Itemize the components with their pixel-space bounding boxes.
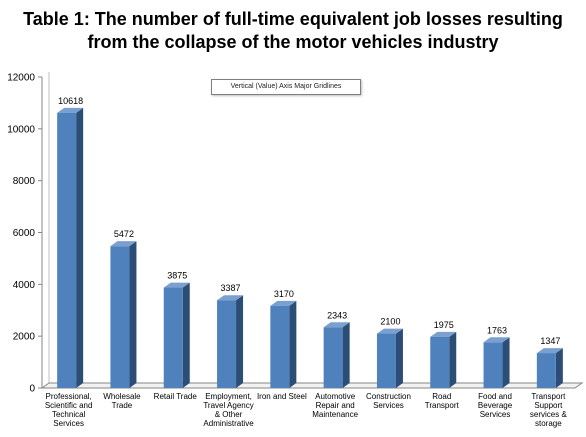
chart-bars	[57, 107, 563, 388]
bar-top	[163, 282, 190, 288]
bar-side	[76, 107, 84, 388]
x-tick-label: Wholesale Trade	[103, 392, 141, 410]
bar-value-label: 2343	[327, 310, 347, 320]
bar-side	[555, 348, 563, 388]
y-tick-label: 2000	[13, 332, 36, 343]
bar	[376, 333, 396, 388]
x-tick-label: Transport Support services & storage	[530, 392, 568, 428]
bar	[536, 353, 556, 388]
bar-top	[536, 348, 563, 354]
bar-value-label: 1975	[434, 320, 454, 330]
bar	[110, 246, 130, 388]
bar-value-label: 1763	[487, 325, 507, 335]
chart-title-line-2: from the collapse of the motor vehicles …	[87, 32, 499, 52]
x-tick-label: Professional, Scientific and Technical Serv…	[45, 392, 93, 428]
chart-title: Table 1: The number of full-time equival…	[0, 8, 586, 54]
y-tick-label: 0	[29, 384, 35, 395]
bar	[483, 342, 503, 388]
bar	[430, 336, 450, 388]
x-tick-label: Employment, Travel Agency & Other Administr…	[203, 392, 254, 428]
bar	[323, 327, 343, 388]
bar-side	[289, 300, 297, 388]
y-tick-label: 12000	[7, 73, 35, 84]
bar-side	[449, 331, 457, 388]
bar-top	[483, 337, 510, 343]
bar	[270, 305, 290, 388]
x-tick-label: Food and Beverage Services	[478, 392, 513, 419]
bar-top	[110, 241, 137, 247]
bar-side	[236, 295, 244, 388]
bar	[163, 287, 183, 388]
bar-top	[57, 107, 84, 113]
bar-value-label: 1347	[540, 336, 560, 346]
y-tick-label: 8000	[13, 176, 36, 187]
bar	[217, 300, 237, 388]
bar-top	[323, 322, 350, 328]
chart-title-line-1: Table 1: The number of full-time equival…	[23, 9, 563, 29]
bar	[57, 112, 77, 388]
y-tick-label: 6000	[13, 228, 36, 239]
bar-value-label: 5472	[114, 229, 134, 239]
bar-top	[217, 295, 244, 301]
x-tick-label: Iron and Steel	[257, 392, 307, 401]
bar-value-label: 3875	[167, 271, 187, 281]
bar-top	[270, 300, 297, 306]
y-tick-label: 4000	[13, 280, 36, 291]
x-tick-label: Construction Services	[366, 392, 411, 410]
bar-side	[502, 337, 510, 388]
x-tick-label: Retail Trade	[154, 392, 198, 401]
bar-side	[342, 322, 350, 388]
x-tick-label: Automotive Repair and Maintenance	[312, 392, 358, 419]
bar-value-label: 2100	[380, 317, 400, 327]
x-tick-label: Road Transport	[425, 392, 460, 410]
bar-side	[182, 282, 190, 388]
bar-side	[395, 328, 403, 388]
bar-top	[430, 331, 457, 337]
y-tick-label: 10000	[7, 124, 35, 135]
gridlines-tooltip: Vertical (Value) Axis Major Gridlines	[211, 79, 361, 95]
bar-top	[376, 328, 403, 334]
chart-labels: 10618 Professional, Scientific and Technica…	[45, 96, 568, 428]
bar-value-label: 3170	[274, 289, 294, 299]
bar-side	[129, 241, 137, 388]
bar-value-label: 3387	[221, 283, 241, 293]
bar-value-label: 10618	[58, 96, 83, 106]
